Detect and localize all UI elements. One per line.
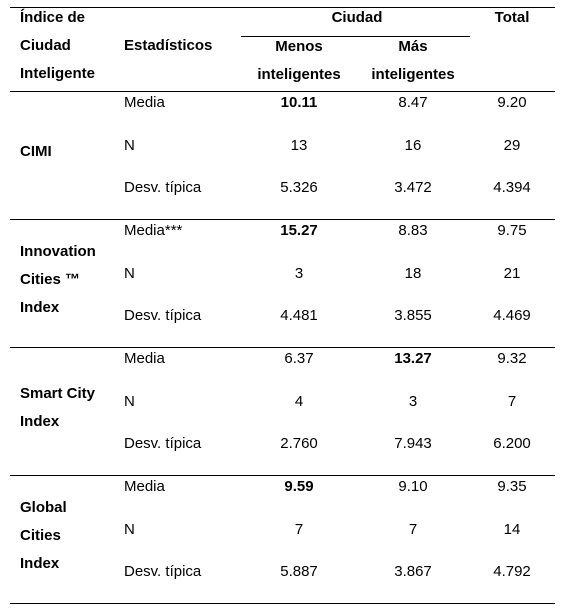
rule	[241, 36, 470, 37]
value-cell: 8.47	[398, 94, 428, 111]
rule	[10, 219, 555, 220]
header-cell: Índice de	[20, 9, 86, 26]
header-cell: Total	[494, 9, 530, 26]
value-cell: 5.887	[280, 563, 318, 580]
value-cell: 29	[503, 136, 521, 154]
header-cell: inteligentes	[371, 66, 455, 83]
value-cell: 4.469	[493, 307, 531, 324]
header-cell: Estadísticos	[124, 37, 213, 54]
rule	[10, 603, 555, 604]
stat-label: Media	[124, 94, 165, 111]
group-label: CIMI	[20, 143, 52, 160]
value-cell: 13	[290, 136, 308, 154]
value-cell: 3.867	[394, 563, 432, 580]
group-label: Index	[20, 413, 60, 430]
value-cell: 9.20	[497, 94, 527, 111]
value-cell: 18	[404, 264, 422, 282]
value-cell: 3	[294, 264, 304, 282]
header-cell: Ciudad	[20, 37, 71, 54]
group-label: Innovation	[20, 243, 96, 260]
value-cell: 4.481	[280, 307, 318, 324]
stat-label: Media	[124, 350, 165, 367]
group-label: Global	[20, 499, 67, 516]
value-cell: 9.59	[284, 478, 314, 495]
header-cell: Menos	[275, 38, 323, 55]
stat-label: Desv. típica	[124, 307, 202, 324]
group-label: Index	[20, 555, 60, 572]
stat-label: N	[124, 392, 135, 410]
value-cell: 13.27	[394, 350, 432, 367]
stat-label: Desv. típica	[124, 563, 202, 580]
rule	[10, 91, 555, 92]
value-cell: 7	[408, 520, 418, 538]
rule	[10, 7, 555, 8]
value-cell: 10.11	[280, 94, 318, 111]
stat-label: N	[124, 136, 135, 154]
stat-label: Media	[124, 478, 165, 495]
value-cell: 6.200	[493, 435, 531, 452]
value-cell: 9.35	[497, 478, 527, 495]
value-cell: 8.83	[398, 222, 428, 239]
value-cell: 2.760	[280, 435, 318, 452]
value-cell: 5.326	[280, 179, 318, 196]
stat-label: Desv. típica	[124, 435, 202, 452]
value-cell: 21	[503, 264, 521, 282]
header-cell: Inteligente	[20, 65, 96, 82]
value-cell: 4	[294, 392, 304, 410]
value-cell: 9.10	[398, 478, 428, 495]
value-cell: 15.27	[280, 222, 318, 239]
value-cell: 9.32	[497, 350, 527, 367]
value-cell: 7	[294, 520, 304, 538]
stat-label: Media***	[124, 222, 183, 239]
stat-label: N	[124, 264, 135, 282]
value-cell: 3.855	[394, 307, 432, 324]
group-label: Smart City	[20, 385, 96, 402]
value-cell: 4.792	[493, 563, 531, 580]
value-cell: 4.394	[493, 179, 531, 196]
header-cell: Ciudad	[331, 9, 383, 26]
group-label: Cities ™	[20, 271, 81, 288]
group-label: Index	[20, 299, 60, 316]
rule	[10, 347, 555, 348]
stat-label: Desv. típica	[124, 179, 202, 196]
value-cell: 14	[503, 520, 521, 538]
value-cell: 7.943	[394, 435, 432, 452]
rule	[10, 475, 555, 476]
value-cell: 6.37	[284, 350, 314, 367]
value-cell: 3	[408, 392, 418, 410]
value-cell: 16	[404, 136, 422, 154]
value-cell: 3.472	[394, 179, 432, 196]
header-cell: Más	[398, 38, 428, 55]
value-cell: 9.75	[497, 222, 527, 239]
header-cell: inteligentes	[257, 66, 341, 83]
stat-label: N	[124, 520, 135, 538]
value-cell: 7	[507, 392, 517, 410]
group-label: Cities	[20, 527, 61, 544]
